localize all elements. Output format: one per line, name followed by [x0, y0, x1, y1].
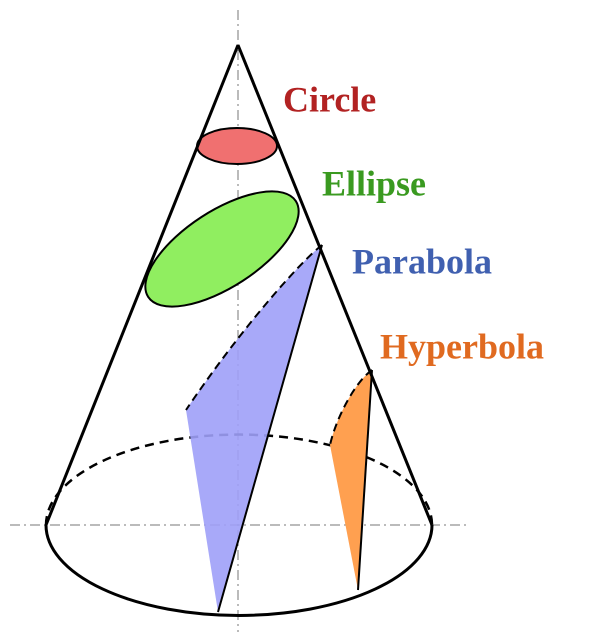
hyperbola-curve: [329, 369, 373, 446]
ellipse-label: Ellipse: [322, 163, 426, 203]
circle-section: [196, 127, 278, 165]
base-front: [44, 524, 434, 617]
parabola-section: [186, 245, 322, 612]
cone-right-side: [236, 44, 434, 526]
ellipse-section: [144, 190, 300, 308]
circle-label: Circle: [283, 79, 376, 119]
hyperbola-label: Hyperbola: [380, 326, 544, 366]
parabola-edge: [217, 244, 323, 613]
parabola-label: Parabola: [352, 241, 492, 281]
hyperbola-edge: [357, 369, 373, 591]
cone-left-side: [44, 44, 240, 526]
parabola-curve: [185, 244, 323, 411]
